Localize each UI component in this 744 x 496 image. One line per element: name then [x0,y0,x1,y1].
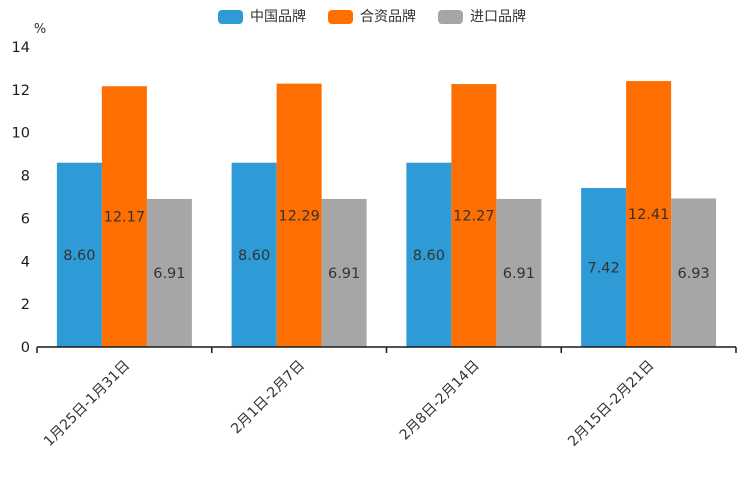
x-category-label: 2月1日-2月7日 [228,358,308,438]
bar-进口品牌-3 [671,198,717,347]
y-tick-label: 10 [12,126,30,142]
legend-label: 进口品牌 [470,9,526,25]
bar-value-label: 12.41 [628,207,670,223]
legend-item-2[interactable]: 进口品牌 [438,10,526,24]
legend-item-1[interactable]: 合资品牌 [328,10,416,24]
bar-中国品牌-0 [56,162,102,347]
bar-合资品牌-3 [626,81,672,348]
y-tick-label: 4 [21,254,30,270]
legend: 中国品牌 合资品牌 进口品牌 [0,10,744,24]
legend-label: 合资品牌 [360,9,416,25]
bar-value-label: 12.29 [278,208,320,224]
legend-swatch [328,10,353,24]
y-axis-unit: % [34,22,46,37]
x-category-label: 1月25日-1月31日 [41,358,133,450]
legend-swatch [218,10,243,24]
x-category-label: 2月15日-2月21日 [565,358,657,450]
bar-value-label: 8.60 [413,248,445,264]
y-tick-label: 12 [12,83,30,99]
bar-value-label: 6.91 [328,266,360,282]
bar-value-label: 8.60 [63,248,95,264]
y-tick-label: 8 [21,169,30,185]
bar-value-label: 6.91 [503,266,535,282]
y-tick-label: 0 [21,340,30,356]
legend-label: 中国品牌 [250,9,306,25]
legend-swatch [438,10,463,24]
bar-中国品牌-2 [406,162,452,347]
bar-value-label: 6.91 [153,266,185,282]
bar-合资品牌-1 [276,83,322,348]
y-tick-label: 6 [21,211,30,227]
y-tick-label: 14 [12,40,30,56]
bar-value-label: 12.27 [453,209,495,225]
bar-进口品牌-2 [496,198,542,347]
bar-value-label: 8.60 [238,248,270,264]
bar-value-label: 6.93 [677,266,709,282]
x-category-label: 2月8日-2月14日 [397,358,483,444]
bar-合资品牌-2 [451,84,497,348]
bar-进口品牌-1 [321,198,367,347]
bar-中国品牌-3 [581,188,627,347]
bar-合资品牌-0 [101,86,147,347]
bar-中国品牌-1 [231,162,277,347]
bar-进口品牌-0 [146,198,192,347]
legend-item-0[interactable]: 中国品牌 [218,10,306,24]
bar-value-label: 12.17 [104,210,146,226]
y-tick-label: 2 [21,297,30,313]
bar-value-label: 7.42 [587,261,619,277]
